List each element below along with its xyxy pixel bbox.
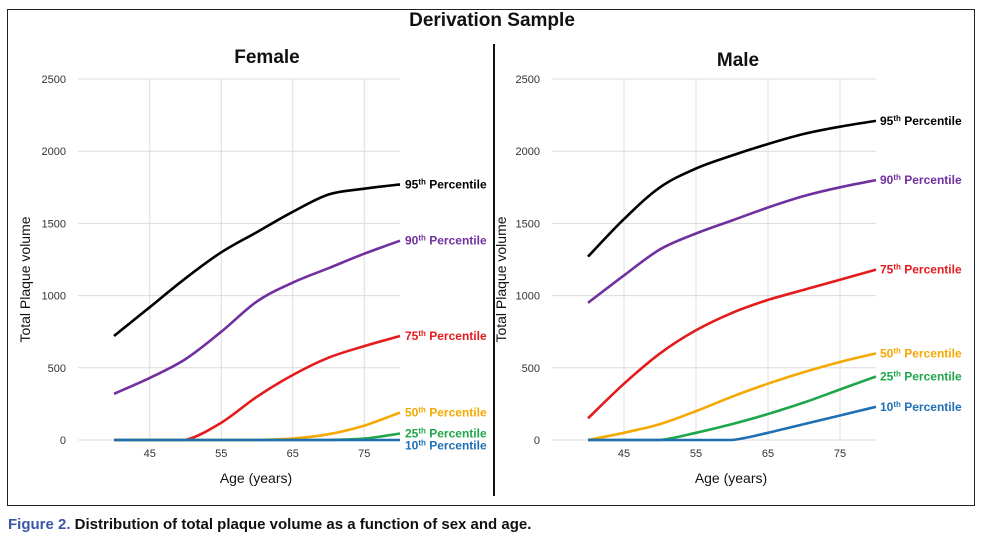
- y-tick-label: 2500: [516, 74, 540, 86]
- caption-label: Figure 2.: [8, 516, 71, 533]
- figure-frame: [7, 9, 975, 506]
- x-tick-label: 45: [618, 448, 630, 460]
- chart-panel-male: Male 0 500 1000 1500 2000 2500 45 55 65 75 Age (yea…: [493, 50, 962, 486]
- series-line-p10: [588, 405, 877, 442]
- x-axis-label: Age (years): [695, 470, 767, 486]
- series-label-p95: 95th Percentile: [405, 177, 487, 191]
- series-line-p75: [114, 334, 401, 442]
- y-axis-label: Total Plaque volume: [17, 216, 33, 342]
- y-tick-label: 1000: [42, 291, 66, 303]
- series-line-p75: [587, 268, 877, 420]
- y-tick-label: 2000: [516, 146, 540, 158]
- y-tick-label: 1000: [516, 291, 540, 303]
- series-line-p50: [114, 411, 401, 442]
- y-tick-label: 2500: [42, 74, 66, 86]
- series-label-p90: 90th Percentile: [880, 173, 962, 187]
- series-line-p95: [113, 183, 401, 338]
- series-label-p75: 75th Percentile: [880, 263, 962, 277]
- x-tick-label: 75: [358, 448, 370, 460]
- y-tick-label: 0: [534, 435, 540, 447]
- series-label-p10: 10th Percentile: [405, 439, 487, 453]
- series-line-p90: [587, 178, 877, 304]
- series-label-p10: 10th Percentile: [880, 400, 962, 414]
- x-tick-label: 75: [834, 448, 846, 460]
- series-label-p50: 50th Percentile: [405, 406, 487, 420]
- series-label-p90: 90th Percentile: [405, 234, 487, 248]
- panel-title: Male: [717, 50, 759, 71]
- y-axis-label: Total Plaque volume: [493, 216, 509, 342]
- y-tick-label: 0: [60, 435, 66, 447]
- x-tick-label: 45: [144, 448, 156, 460]
- y-tick-label: 2000: [42, 146, 66, 158]
- x-tick-label: 55: [690, 448, 702, 460]
- series-line-p50: [587, 352, 877, 442]
- y-tick-label: 500: [522, 363, 540, 375]
- y-tick-label: 1500: [516, 218, 540, 230]
- panel-title: Female: [234, 47, 299, 68]
- series-line-p90: [113, 239, 401, 395]
- series-label-p75: 75th Percentile: [405, 329, 487, 343]
- chart-panel-female: Female 0 500 1000 1500 2000 2500 45 55 65 75 Age (y…: [17, 47, 487, 486]
- series-label-p95: 95th Percentile: [880, 114, 962, 128]
- series-label-p25: 25th Percentile: [405, 427, 487, 441]
- x-axis-label: Age (years): [220, 470, 292, 486]
- series-label-p25: 25th Percentile: [880, 369, 962, 383]
- series-label-p50: 50th Percentile: [880, 346, 962, 360]
- y-tick-label: 1500: [42, 218, 66, 230]
- caption-text: Distribution of total plaque volume as a…: [70, 516, 532, 533]
- y-tick-label: 500: [48, 363, 66, 375]
- x-tick-label: 55: [215, 448, 227, 460]
- x-tick-label: 65: [762, 448, 774, 460]
- panel-divider: [493, 44, 495, 496]
- series-line-p95: [587, 119, 877, 258]
- figure-title: Derivation Sample: [409, 10, 575, 31]
- figure-caption: Figure 2. Distribution of total plaque v…: [8, 516, 531, 533]
- x-tick-label: 65: [287, 448, 299, 460]
